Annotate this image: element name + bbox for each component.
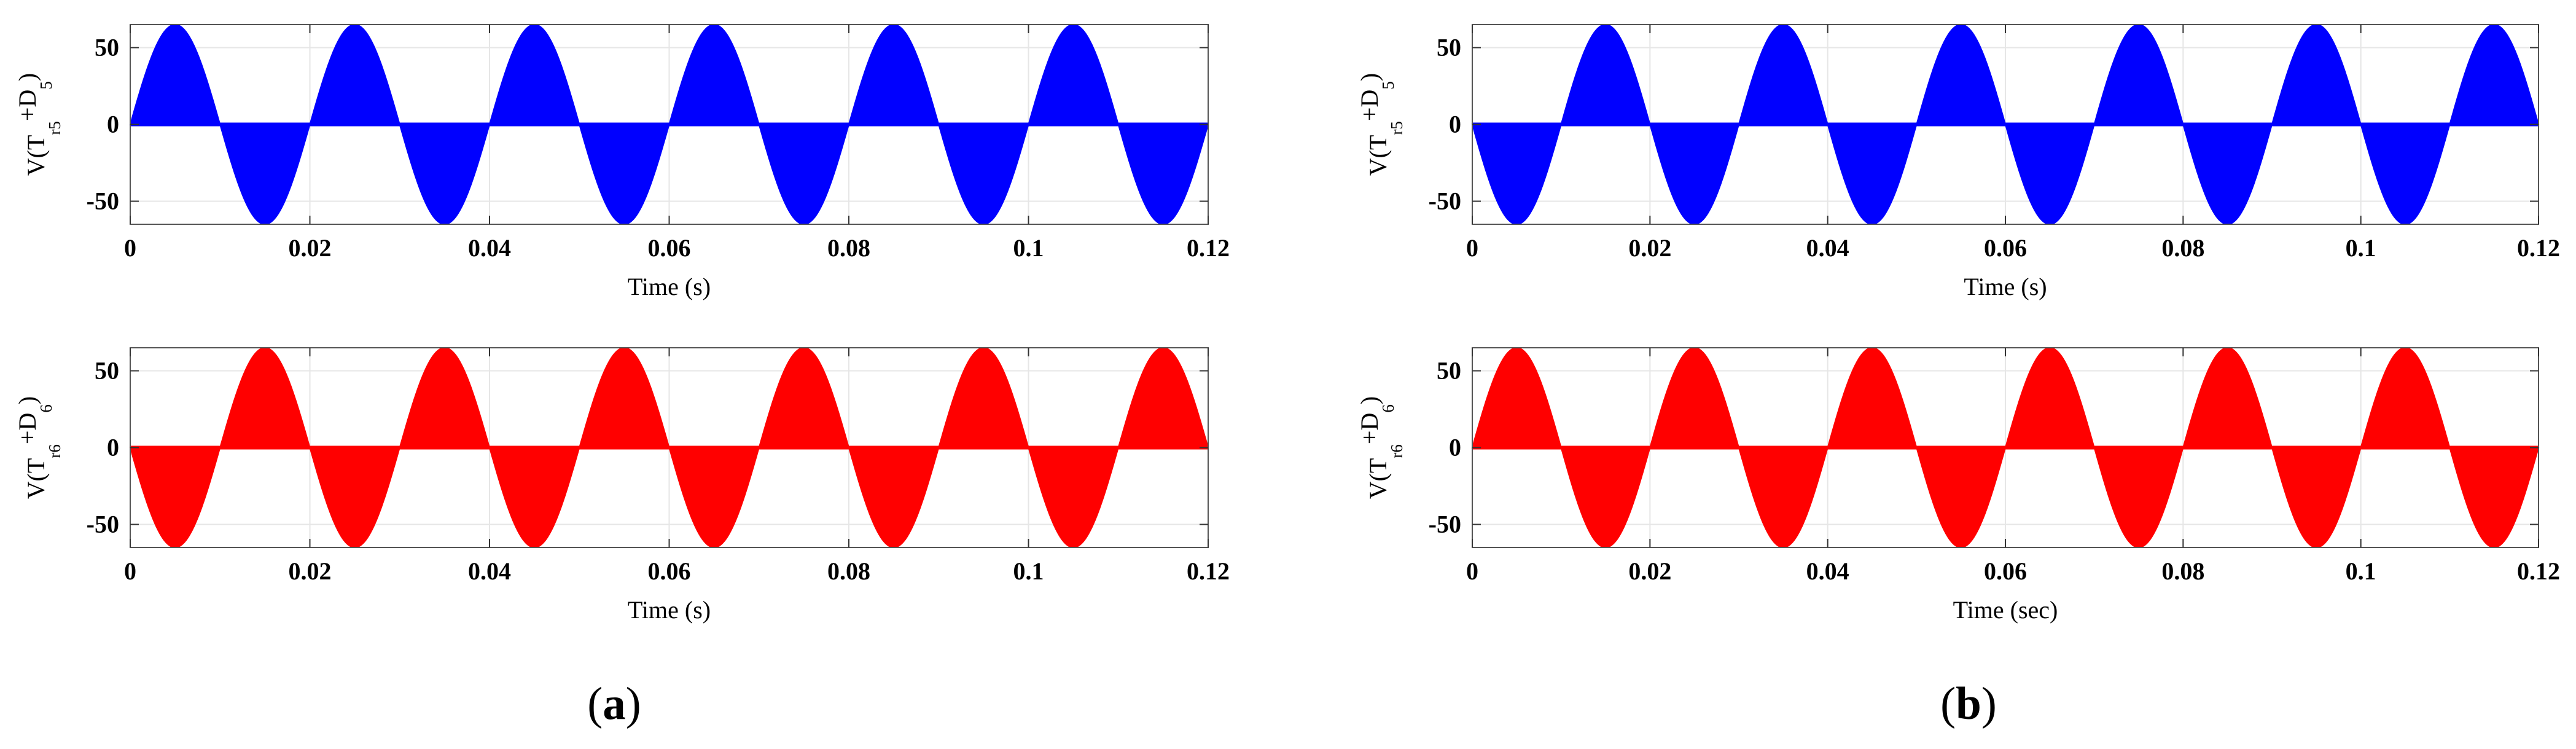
y-tick-label: 0 — [107, 434, 119, 461]
y-axis-label-part: V(T — [22, 135, 50, 176]
x-tick-label: 0 — [124, 234, 136, 262]
y-axis-label-part: +D — [1356, 413, 1383, 444]
x-tick-label: 0 — [1466, 234, 1478, 262]
y-axis-label-part: 5 — [37, 81, 55, 90]
x-tick-label: 0.04 — [1806, 234, 1849, 262]
y-tick-label: 50 — [95, 34, 119, 61]
caption-part: b — [1956, 678, 1981, 729]
x-tick-label: 0.08 — [2161, 557, 2204, 585]
x-axis-label: Time (s) — [1964, 273, 2047, 300]
x-tick-label: 0.1 — [1013, 234, 1044, 262]
x-tick-label: 0.06 — [1984, 234, 2027, 262]
caption-part: ) — [626, 678, 641, 729]
x-tick-label: 0 — [124, 557, 136, 585]
y-tick-label: 0 — [1449, 111, 1461, 138]
x-tick-label: 0.1 — [2346, 557, 2376, 585]
x-axis-label: Time (sec) — [1953, 596, 2058, 624]
y-tick-label: 50 — [95, 357, 119, 385]
y-tick-label: 0 — [1449, 434, 1461, 461]
y-axis-label-part: r5 — [1388, 121, 1406, 135]
y-axis-label-part: ) — [1356, 73, 1383, 81]
x-tick-label: 0.12 — [1187, 557, 1230, 585]
y-axis-label-part: ) — [14, 73, 41, 81]
y-axis-label-part: ) — [1356, 396, 1383, 404]
caption-b: (b) — [1940, 678, 1997, 729]
caption-a: (a) — [587, 678, 641, 729]
y-axis-label-part: V(T — [22, 458, 50, 500]
y-axis-label-part: +D — [1356, 90, 1383, 121]
y-axis-label-part: +D — [14, 413, 41, 444]
y-axis-label: V(Tr6 +D6) — [1356, 396, 1406, 499]
y-tick-label: -50 — [87, 187, 119, 215]
y-axis-label: V(Tr5 +D5) — [1356, 73, 1406, 176]
x-tick-label: 0.1 — [2346, 234, 2376, 262]
x-tick-label: 0.02 — [289, 234, 332, 262]
y-axis-label-part: 6 — [37, 404, 55, 413]
caption-part: a — [603, 678, 626, 729]
x-tick-label: 0.06 — [648, 557, 691, 585]
y-axis-label-part: r6 — [1388, 444, 1406, 458]
y-tick-label: 0 — [107, 111, 119, 138]
y-axis-label: V(Tr5 +D5) — [14, 73, 64, 176]
x-axis-label: Time (s) — [628, 273, 711, 300]
x-tick-label: 0 — [1466, 557, 1478, 585]
caption-part: ( — [587, 678, 603, 729]
x-tick-label: 0.06 — [1984, 557, 2027, 585]
y-axis-label-part: V(T — [1364, 135, 1392, 176]
x-tick-label: 0.04 — [468, 234, 511, 262]
y-axis-label-part: 6 — [1379, 404, 1397, 413]
y-axis-label-part: r6 — [45, 444, 64, 458]
x-tick-label: 0.02 — [1628, 557, 1671, 585]
y-tick-label: -50 — [1429, 511, 1461, 538]
y-axis-label-part: 5 — [1379, 81, 1397, 90]
y-axis-label-part: r5 — [45, 121, 64, 135]
y-axis-label-part: +D — [14, 90, 41, 121]
x-tick-label: 0.08 — [827, 234, 870, 262]
x-tick-label: 0.02 — [289, 557, 332, 585]
x-tick-label: 0.08 — [827, 557, 870, 585]
x-tick-label: 0.1 — [1013, 557, 1044, 585]
y-tick-label: -50 — [1429, 187, 1461, 215]
y-tick-label: -50 — [87, 511, 119, 538]
caption-part: ( — [1940, 678, 1956, 729]
y-tick-label: 50 — [1437, 357, 1461, 385]
y-tick-label: 50 — [1437, 34, 1461, 61]
y-axis-label-part: ) — [14, 396, 41, 404]
x-axis-label: Time (s) — [628, 596, 711, 624]
y-axis-label-part: V(T — [1364, 458, 1392, 500]
x-tick-label: 0.06 — [648, 234, 691, 262]
x-tick-label: 0.12 — [2517, 557, 2560, 585]
caption-part: ) — [1981, 678, 1997, 729]
x-tick-label: 0.12 — [2517, 234, 2560, 262]
y-axis-label: V(Tr6 +D6) — [14, 396, 64, 499]
x-tick-label: 0.04 — [468, 557, 511, 585]
x-tick-label: 0.02 — [1628, 234, 1671, 262]
x-tick-label: 0.08 — [2161, 234, 2204, 262]
x-tick-label: 0.04 — [1806, 557, 1849, 585]
x-tick-label: 0.12 — [1187, 234, 1230, 262]
